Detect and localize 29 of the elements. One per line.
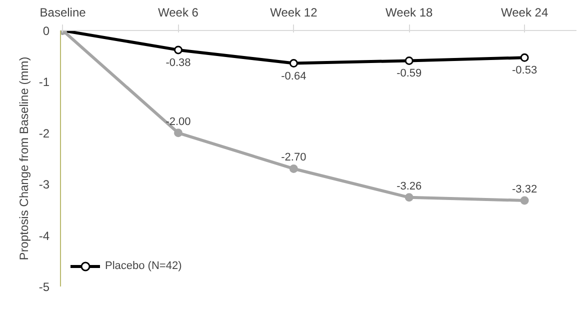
data-label: -2.00 [166,116,191,128]
y-tick-label: -5 [38,280,50,294]
point [520,196,529,205]
data-label: -3.32 [512,183,538,196]
data-label: -3.26 [396,180,422,192]
y-tick-label: -4 [38,228,50,243]
data-label: -2.70 [281,152,306,164]
data-label: -0.38 [166,56,191,69]
x-tick-label: Week 12 [270,6,318,20]
point [289,59,298,68]
point [520,53,529,62]
legend-label: Placebo (N=42) [105,260,182,272]
x-tick-label: Week 24 [500,6,548,20]
x-tick-label: Week 6 [158,6,199,20]
data-label: -0.64 [281,70,306,82]
data-label: -0.59 [396,68,422,80]
y-tick-label: 0 [42,24,50,38]
point [174,128,182,138]
y-tick-label: -1 [38,75,50,90]
x-tick-label: Week 18 [386,6,434,20]
point [404,193,414,202]
y-tick-label: -2 [38,126,50,140]
point [289,164,298,173]
point [174,46,182,54]
y-axis-title: Proptosis Change from Baseline (mm) [16,56,31,260]
y-tick-label: -3 [38,178,50,192]
x-tick-label: Baseline [40,6,86,20]
data-label: -0.53 [512,64,538,77]
point [404,56,414,65]
